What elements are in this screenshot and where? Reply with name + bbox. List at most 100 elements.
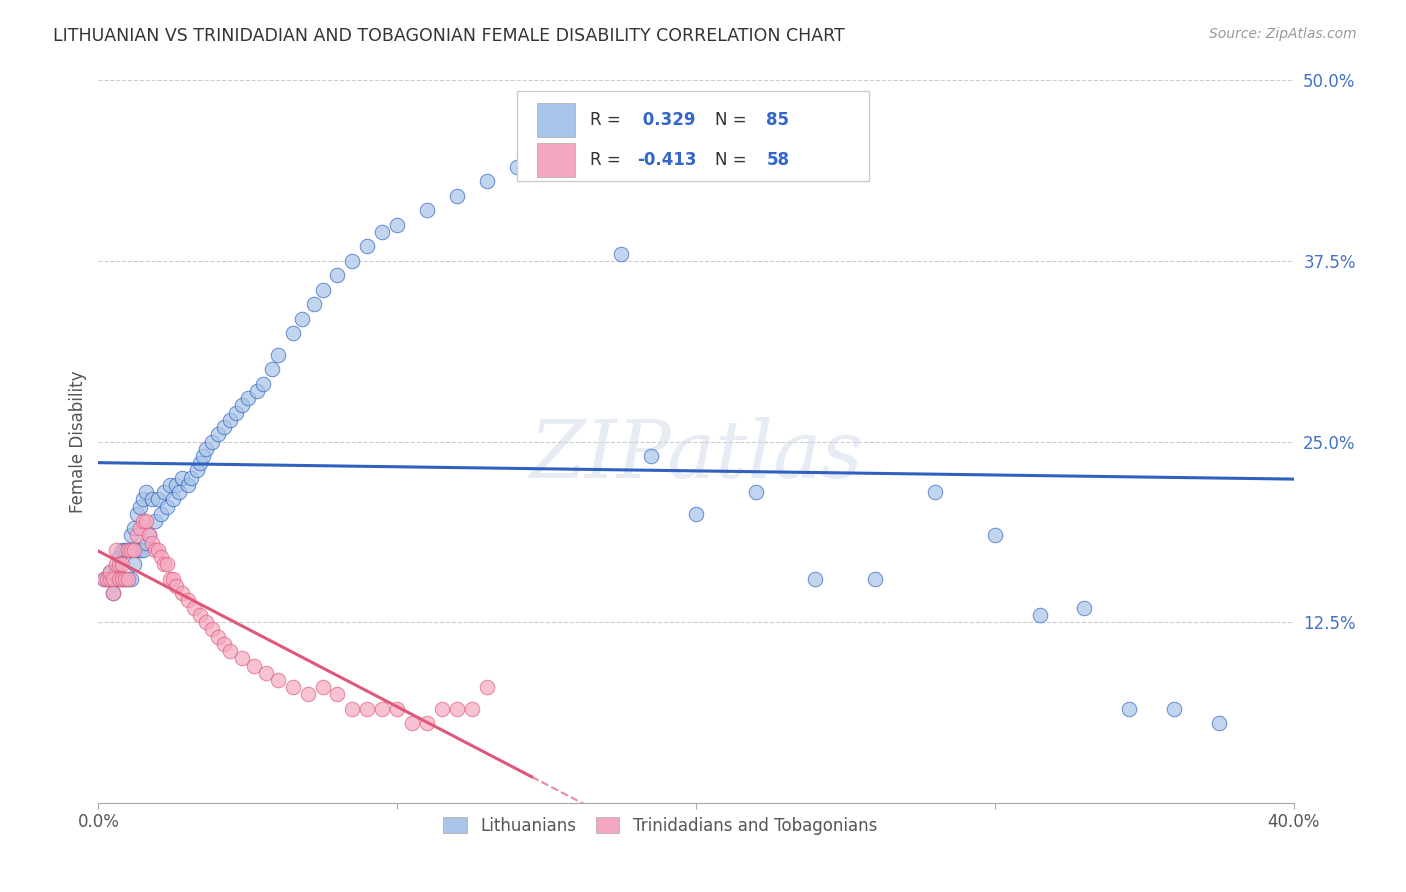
Point — [416, 203, 439, 218]
Point — [98, 565, 122, 579]
Point — [114, 572, 136, 586]
Point — [127, 542, 149, 557]
Point — [236, 391, 259, 405]
Point — [183, 600, 205, 615]
Point — [135, 514, 157, 528]
Point — [108, 558, 131, 572]
Point — [132, 492, 155, 507]
Text: R =: R = — [589, 151, 620, 169]
Point — [143, 514, 166, 528]
Point — [177, 478, 200, 492]
Point — [225, 406, 247, 420]
Point — [219, 644, 242, 658]
Point — [326, 687, 349, 701]
Point — [103, 572, 125, 586]
Point — [141, 535, 163, 549]
Point — [129, 542, 152, 557]
Text: N =: N = — [716, 151, 747, 169]
Point — [117, 572, 139, 586]
Text: LITHUANIAN VS TRINIDADIAN AND TOBAGONIAN FEMALE DISABILITY CORRELATION CHART: LITHUANIAN VS TRINIDADIAN AND TOBAGONIAN… — [53, 27, 845, 45]
Point — [108, 550, 131, 565]
Point — [167, 485, 190, 500]
Point — [1028, 607, 1050, 622]
Point — [111, 572, 134, 586]
Point — [96, 572, 118, 586]
Point — [252, 376, 274, 391]
Point — [162, 492, 184, 507]
Point — [132, 542, 155, 557]
Point — [865, 572, 887, 586]
Point — [207, 630, 229, 644]
Point — [124, 558, 146, 572]
Point — [302, 297, 325, 311]
Point — [207, 427, 229, 442]
Point — [401, 716, 423, 731]
Point — [108, 572, 131, 586]
Point — [201, 434, 224, 449]
Point — [120, 572, 142, 586]
Point — [212, 637, 235, 651]
Point — [165, 579, 187, 593]
Point — [326, 268, 349, 283]
Point — [124, 521, 146, 535]
Point — [254, 665, 277, 680]
Point — [153, 485, 176, 500]
Point — [581, 124, 603, 138]
Point — [156, 500, 179, 514]
Point — [356, 239, 378, 253]
Point — [430, 702, 453, 716]
Point — [195, 442, 218, 456]
Point — [260, 362, 283, 376]
Point — [98, 572, 122, 586]
Text: 0.329: 0.329 — [637, 111, 696, 128]
Point — [114, 542, 136, 557]
Point — [96, 572, 118, 586]
Point — [745, 485, 768, 500]
Point — [105, 558, 128, 572]
Point — [138, 528, 160, 542]
Point — [311, 283, 333, 297]
Point — [180, 470, 202, 484]
Point — [148, 542, 170, 557]
Point — [114, 572, 136, 586]
Point — [177, 593, 200, 607]
Point — [371, 702, 394, 716]
Point — [159, 478, 181, 492]
Point — [117, 542, 139, 557]
Point — [172, 470, 194, 484]
Point — [342, 702, 364, 716]
Point — [127, 507, 149, 521]
Point — [1163, 702, 1185, 716]
Text: Source: ZipAtlas.com: Source: ZipAtlas.com — [1209, 27, 1357, 41]
Point — [984, 528, 1007, 542]
Point — [108, 572, 131, 586]
Point — [385, 702, 409, 716]
Point — [103, 572, 125, 586]
Point — [685, 507, 707, 521]
Point — [124, 542, 146, 557]
Point — [446, 702, 468, 716]
Point — [93, 572, 115, 586]
Point — [297, 687, 319, 701]
Point — [105, 565, 128, 579]
Point — [416, 716, 439, 731]
Point — [281, 326, 304, 340]
Point — [120, 528, 142, 542]
Point — [212, 420, 235, 434]
Point — [129, 521, 152, 535]
Point — [446, 189, 468, 203]
Point — [111, 572, 134, 586]
Point — [186, 463, 208, 477]
Point — [201, 623, 224, 637]
Text: 58: 58 — [766, 151, 790, 169]
Point — [135, 485, 157, 500]
Point — [231, 651, 253, 665]
Point — [475, 174, 498, 188]
Point — [162, 572, 184, 586]
Point — [804, 572, 827, 586]
Point — [98, 565, 122, 579]
Point — [111, 558, 134, 572]
Point — [311, 680, 333, 694]
Point — [1208, 716, 1230, 731]
Point — [150, 550, 173, 565]
